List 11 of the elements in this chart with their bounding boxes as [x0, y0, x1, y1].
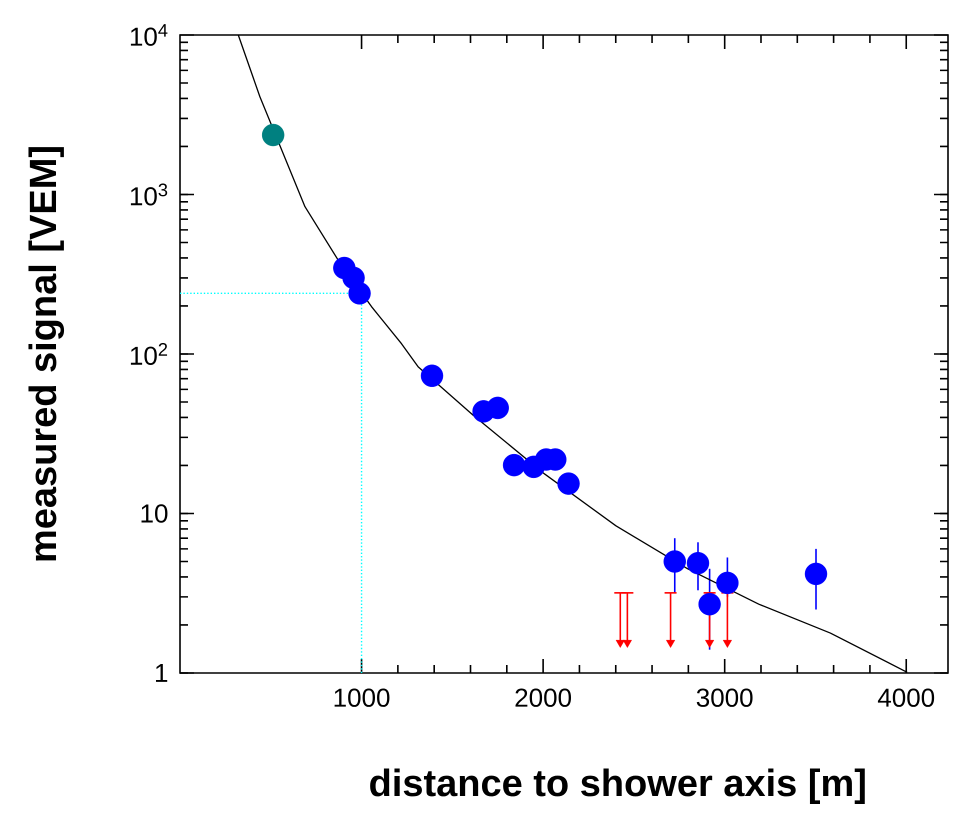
y-tick-label: 10$^{3}$	[130, 184, 168, 206]
y-tick-label: 10	[142, 504, 168, 523]
y-tick-label: 10$^{2}$	[130, 343, 168, 365]
y-axis-title: measured signal [VEM]	[28, 147, 64, 561]
y-tick-label: 10$^{4}$	[130, 24, 168, 46]
y-tick-label: 1	[156, 664, 168, 682]
x-tick-label: 4000	[878, 688, 934, 707]
x-tick-label: 1000	[334, 688, 390, 707]
x-tick-label: 2000	[516, 688, 572, 707]
x-tick-label: 3000	[696, 688, 753, 707]
x-axis-title: distance to shower axis [m]	[370, 768, 865, 804]
